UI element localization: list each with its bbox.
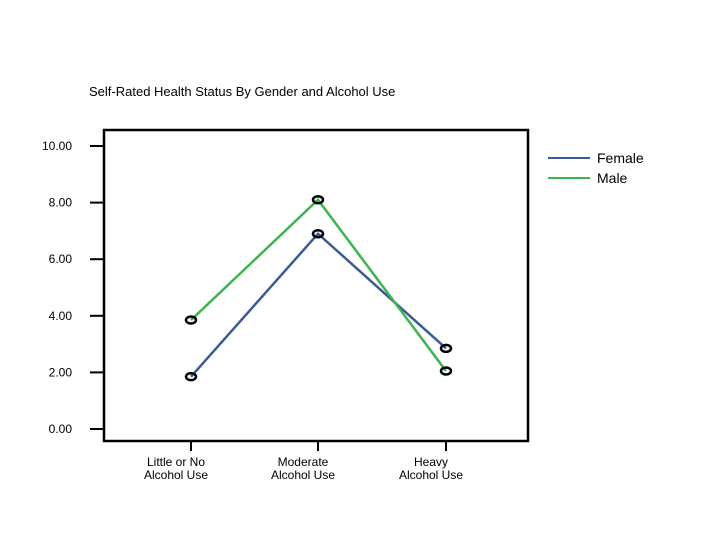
y-tick-label: 10.00 (42, 139, 72, 153)
series-lines (190, 197, 448, 378)
data-point-male (184, 315, 198, 325)
x-tick-label: Moderate (278, 455, 329, 469)
y-tick-label: 4.00 (49, 309, 73, 323)
y-axis: 0.00 2.00 4.00 6.00 8.00 10.00 (42, 139, 104, 436)
y-tick-label: 6.00 (49, 252, 73, 266)
series-line-male (190, 197, 448, 372)
legend-label-male: Male (597, 170, 628, 186)
y-tick-label: 0.00 (49, 422, 73, 436)
data-point-female (184, 371, 198, 382)
legend-label-female: Female (597, 150, 644, 166)
legend: Female Male (548, 150, 644, 186)
series-markers (184, 195, 453, 382)
x-tick-label: Alcohol Use (144, 468, 208, 482)
data-point-male (311, 195, 325, 205)
x-tick-label: Alcohol Use (271, 468, 335, 482)
y-tick-label: 8.00 (49, 196, 73, 210)
data-point-male (439, 366, 453, 376)
x-tick-label: Heavy (414, 455, 448, 469)
plot-frame (102, 128, 530, 443)
series-line-female (190, 231, 447, 378)
data-point-female (439, 343, 453, 354)
x-tick-label: Little or No (147, 455, 205, 469)
chart-title: Self-Rated Health Status By Gender and A… (89, 84, 395, 99)
data-point-female (311, 228, 325, 239)
y-tick-label: 2.00 (49, 365, 73, 379)
x-tick-label: Alcohol Use (399, 468, 463, 482)
